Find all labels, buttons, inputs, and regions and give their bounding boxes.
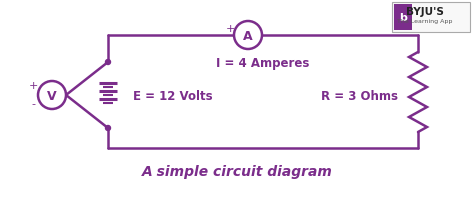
Circle shape — [106, 60, 110, 64]
Text: -: - — [31, 99, 35, 109]
Circle shape — [234, 21, 262, 49]
Text: b: b — [399, 13, 407, 23]
Bar — [394, 4, 412, 30]
Text: V: V — [47, 89, 57, 102]
Text: +: + — [28, 81, 38, 91]
Circle shape — [106, 125, 110, 130]
Text: The Learning App: The Learning App — [397, 20, 453, 24]
Text: +: + — [225, 24, 235, 34]
Text: A simple circuit diagram: A simple circuit diagram — [142, 165, 332, 179]
Text: I = 4 Amperes: I = 4 Amperes — [216, 57, 310, 69]
Text: BYJU'S: BYJU'S — [406, 7, 444, 17]
Text: R = 3 Ohms: R = 3 Ohms — [321, 90, 399, 103]
Text: A: A — [243, 29, 253, 42]
Bar — [392, 2, 470, 32]
Circle shape — [38, 81, 66, 109]
Text: E = 12 Volts: E = 12 Volts — [133, 90, 213, 103]
